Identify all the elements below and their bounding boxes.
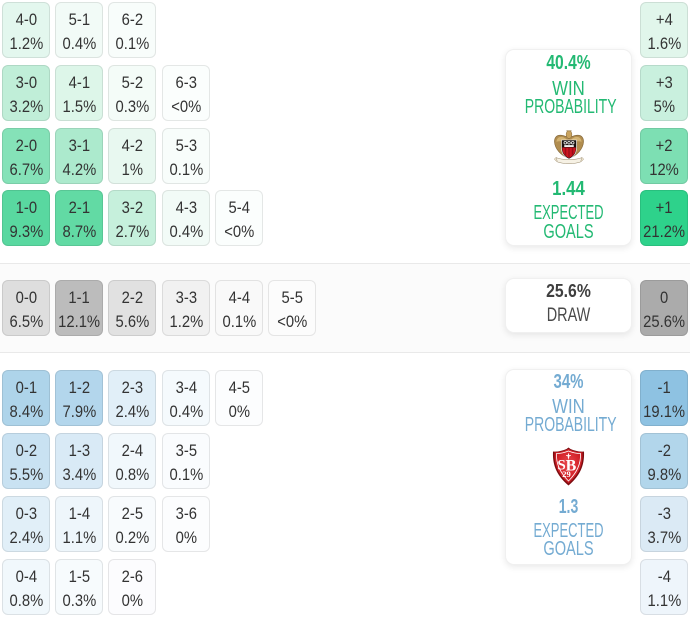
svg-text:S: S (557, 457, 565, 473)
svg-text:29: 29 (562, 469, 571, 479)
svg-text:B: B (566, 457, 577, 474)
